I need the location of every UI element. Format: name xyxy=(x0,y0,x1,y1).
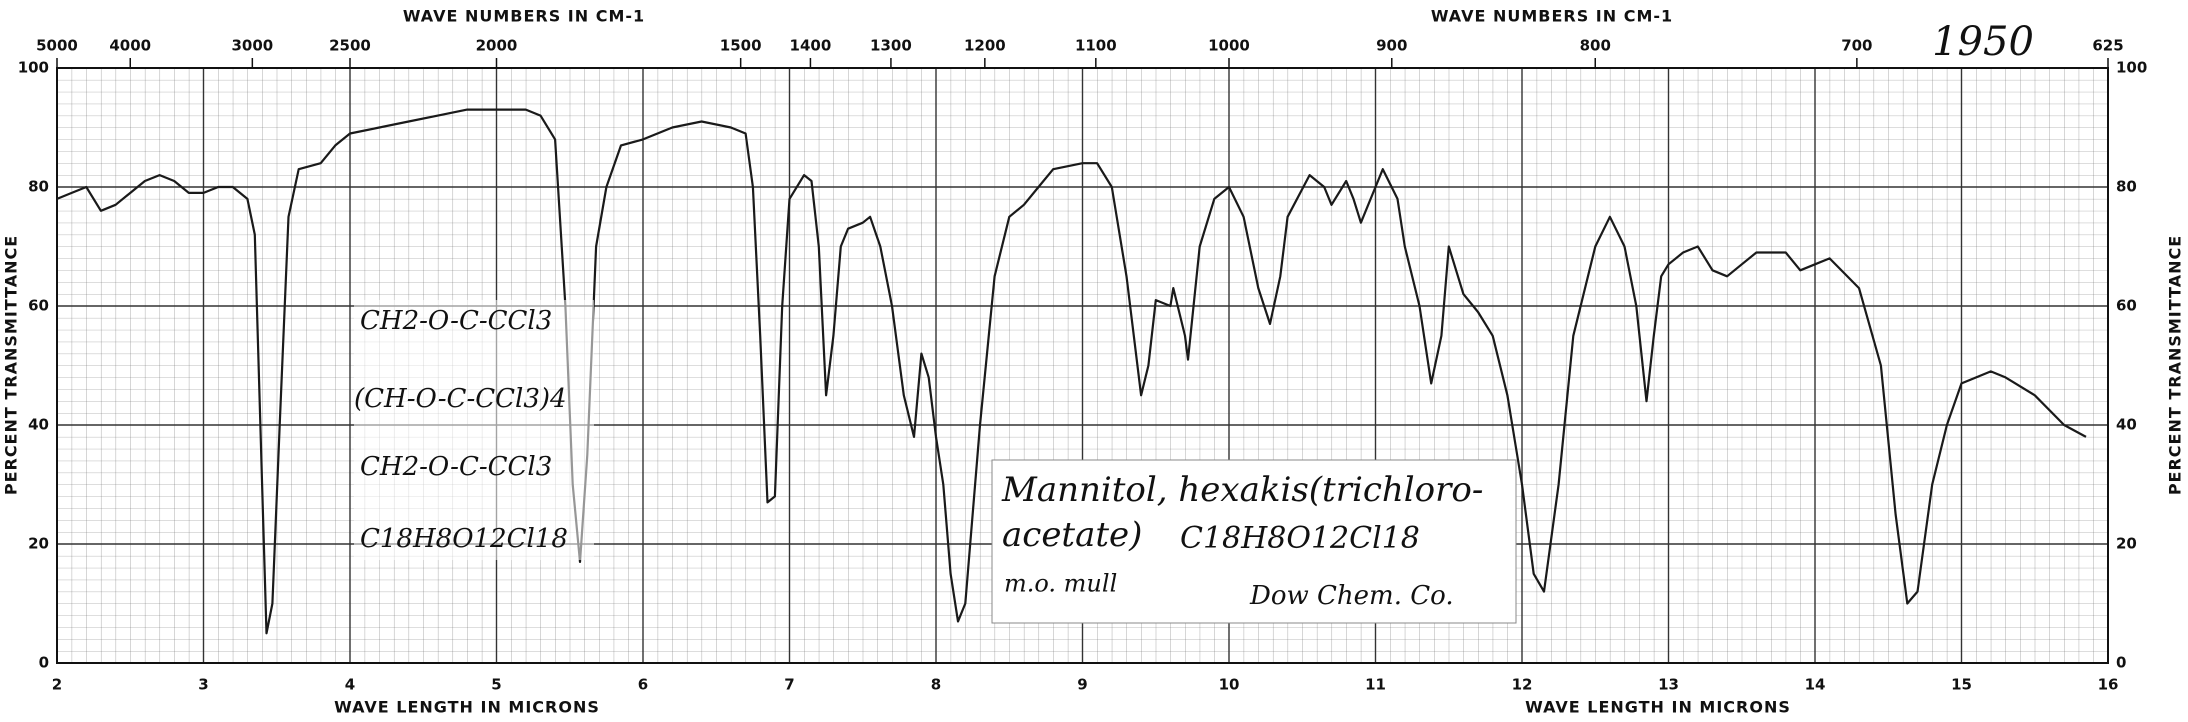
y-tick-label: 60 xyxy=(28,297,49,315)
x2-tick-label: 1200 xyxy=(964,37,1006,55)
compound-name: acetate) xyxy=(1002,515,1142,555)
x-tick-label: 2 xyxy=(52,676,62,694)
x2-tick-label: 800 xyxy=(1580,37,1611,55)
formula: C18H8O12Cl18 xyxy=(1180,521,1420,556)
x-tick-label: 5 xyxy=(491,676,501,694)
structure-formula: C18H8O12Cl18 xyxy=(360,524,568,554)
x-tick-label: 13 xyxy=(1658,676,1679,694)
x2-tick-label: 3000 xyxy=(231,37,273,55)
x-axis-label: WAVE LENGTH IN MICRONS xyxy=(334,698,600,717)
x2-tick-label: 1400 xyxy=(790,37,832,55)
x2-tick-label: 2500 xyxy=(329,37,371,55)
x-tick-label: 12 xyxy=(1512,676,1533,694)
x-axis-label: WAVE LENGTH IN MICRONS xyxy=(1525,698,1791,717)
structure: (CH-O-C-CCl3)4 xyxy=(354,384,567,414)
x-tick-label: 7 xyxy=(784,676,794,694)
label-box xyxy=(991,459,1517,624)
compound-name: Mannitol, hexakis(trichloro- xyxy=(1001,470,1483,510)
x2-axis-label: WAVE NUMBERS IN CM-1 xyxy=(403,7,645,26)
x-tick-label: 15 xyxy=(1951,676,1972,694)
y-tick-label: 20 xyxy=(28,535,49,553)
x-tick-label: 14 xyxy=(1805,676,1826,694)
y-tick-label: 0 xyxy=(39,654,49,672)
spectrum-line xyxy=(56,108,2087,635)
sample-note: m.o. mull xyxy=(1004,570,1117,598)
x2-axis-label: WAVE NUMBERS IN CM-1 xyxy=(1431,7,1673,26)
y-tick-label: 0 xyxy=(2116,654,2126,672)
x-tick-label: 3 xyxy=(198,676,208,694)
structure-backdrop xyxy=(354,300,594,560)
y-tick-label: 40 xyxy=(2116,416,2137,434)
x2-tick-label: 5000 xyxy=(36,37,78,55)
x2-tick-label: 1300 xyxy=(870,37,912,55)
x2-tick-label: 1500 xyxy=(720,37,762,55)
x-tick-label: 6 xyxy=(638,676,648,694)
structure: CH2-O-C-CCl3 xyxy=(360,306,552,336)
y-tick-label: 60 xyxy=(2116,297,2137,315)
x-tick-label: 11 xyxy=(1365,676,1386,694)
y-tick-label: 20 xyxy=(2116,535,2137,553)
x2-tick-label: 625 xyxy=(2092,37,2123,55)
x-tick-label: 8 xyxy=(931,676,941,694)
y-tick-label: 80 xyxy=(28,178,49,196)
x2-tick-label: 700 xyxy=(1841,37,1872,55)
year-note: 1950 xyxy=(1932,19,2034,65)
structure: CH2-O-C-CCl3 xyxy=(360,452,552,482)
y-axis-label: PERCENT TRANSMITTANCE xyxy=(2166,235,2185,495)
x-tick-label: 10 xyxy=(1219,676,1240,694)
y-axis-label: PERCENT TRANSMITTANCE xyxy=(2,235,21,495)
x2-tick-label: 1000 xyxy=(1208,37,1250,55)
y-tick-label: 100 xyxy=(2116,59,2147,77)
y-tick-label: 100 xyxy=(18,59,49,77)
x2-tick-label: 1100 xyxy=(1075,37,1117,55)
plot-frame xyxy=(56,67,2109,664)
x-tick-label: 16 xyxy=(2098,676,2119,694)
x2-tick-label: 900 xyxy=(1376,37,1407,55)
x2-tick-label: 4000 xyxy=(109,37,151,55)
x-tick-label: 9 xyxy=(1077,676,1087,694)
y-tick-label: 80 xyxy=(2116,178,2137,196)
y-tick-label: 40 xyxy=(28,416,49,434)
source-note: Dow Chem. Co. xyxy=(1249,581,1454,611)
x2-tick-label: 2000 xyxy=(476,37,518,55)
x-tick-label: 4 xyxy=(345,676,355,694)
